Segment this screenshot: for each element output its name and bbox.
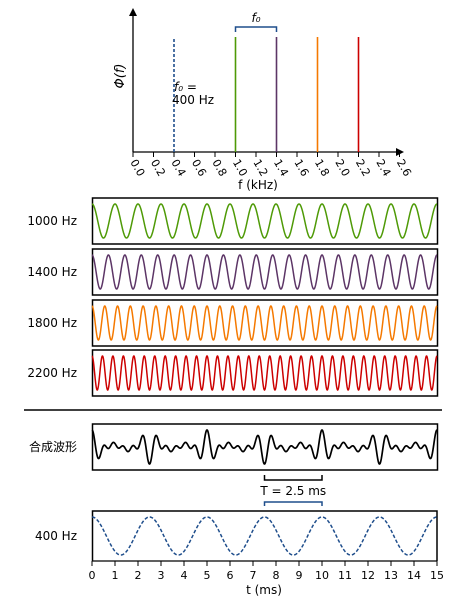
spectrum-tick-label: 1.0 — [230, 157, 250, 179]
time-tick-label: 1 — [112, 569, 119, 582]
spectrum-tick-label: 1.2 — [250, 157, 270, 179]
spectrum-panel: Φ(f) f (kHz) 0.0 0.2 0.4 0.6 0.8 1.0 1.2 1.4 1.6… — [113, 8, 414, 192]
waveform-panels: 1000 Hz 1400 Hz 1800 Hz 2200 Hz 合成波形 400 Hz — [27, 197, 439, 561]
waveform-curve — [91, 203, 438, 239]
spectrum-tick-label: 0.2 — [148, 157, 168, 179]
time-tick-label: 3 — [158, 569, 165, 582]
spectrum-y-axis-label: Φ(f) — [113, 64, 128, 89]
waveform-row-5: 400 Hz — [35, 510, 438, 561]
spectrum-tick-label: 1.8 — [312, 157, 332, 179]
waveform-frame — [91, 197, 439, 245]
waveform-frame — [91, 349, 439, 397]
spectrum-tick-label: 0.6 — [189, 157, 209, 179]
waveform-frame — [91, 299, 439, 347]
waveform-row-0: 1000 Hz — [27, 197, 439, 245]
spectrum-tick-label: 1.4 — [271, 157, 291, 179]
time-axis-ticks: 0 1 2 3 4 5 6 7 8 9 10 11 12 13 14 15 — [89, 561, 444, 582]
spectrum-x-ticks: 0.0 0.2 0.4 0.6 0.8 1.0 1.2 1.4 1.6 1.8 2.0 2.2 2.4 2… — [127, 152, 414, 179]
spectrum-tick-label: 0.4 — [168, 157, 188, 179]
spectrum-tick-label: 2.2 — [353, 157, 373, 179]
time-tick-label: 13 — [384, 569, 398, 582]
time-tick-label: 2 — [135, 569, 142, 582]
f0-bracket — [234, 26, 278, 32]
waveform-label: 2200 Hz — [27, 366, 77, 380]
waveform-label: 1400 Hz — [27, 265, 77, 279]
period-bracket-top — [263, 475, 323, 481]
waveform-curve — [91, 305, 438, 341]
spectrum-tick-label: 2.0 — [332, 157, 352, 179]
time-axis-label: t (ms) — [246, 583, 282, 597]
time-tick-label: 6 — [227, 569, 234, 582]
f0-note-line1: f₀ = — [174, 80, 197, 94]
time-tick-label: 4 — [181, 569, 188, 582]
time-tick-label: 15 — [430, 569, 444, 582]
waveform-row-3: 2200 Hz — [27, 349, 439, 397]
waveform-label: 合成波形 — [29, 439, 77, 454]
waveform-curve — [91, 429, 438, 465]
spectrum-tick-label: 2.6 — [394, 157, 414, 179]
time-tick-label: 12 — [361, 569, 375, 582]
waveform-frame — [91, 248, 439, 296]
waveform-curve — [91, 254, 438, 290]
waveform-curve — [91, 355, 438, 391]
time-tick-label: 14 — [407, 569, 421, 582]
spectrum-tick-label: 2.4 — [373, 157, 393, 179]
period-bracket-bottom — [263, 501, 323, 506]
waveform-label: 400 Hz — [35, 529, 77, 543]
time-tick-label: 9 — [296, 569, 303, 582]
waveform-row-2: 1800 Hz — [27, 299, 439, 347]
time-tick-label: 10 — [315, 569, 329, 582]
period-annotation: T = 2.5 ms — [259, 475, 326, 506]
waveform-frame — [91, 423, 439, 471]
time-tick-label: 8 — [273, 569, 280, 582]
time-axis: 0 1 2 3 4 5 6 7 8 9 10 11 12 13 14 15 t (ms) — [89, 560, 444, 597]
f0-bracket-label: f₀ — [251, 11, 260, 25]
time-tick-label: 11 — [338, 569, 352, 582]
waveform-label: 1800 Hz — [27, 316, 77, 330]
waveform-row-1: 1400 Hz — [27, 248, 439, 296]
spectrum-x-axis-label: f (kHz) — [238, 178, 278, 192]
time-tick-label: 0 — [89, 569, 96, 582]
waveform-row-4: 合成波形 — [29, 423, 439, 471]
spectrum-tick-label: 0.8 — [209, 157, 229, 179]
period-label: T = 2.5 ms — [259, 484, 326, 498]
waveform-frame — [91, 510, 438, 561]
spectrum-lines — [173, 37, 360, 152]
time-tick-label: 5 — [204, 569, 211, 582]
f0-note-line2: 400 Hz — [172, 93, 214, 107]
spectrum-tick-label: 0.0 — [127, 157, 147, 179]
waveform-curve — [91, 516, 438, 556]
spectrum-tick-label: 1.6 — [291, 157, 311, 179]
waveform-label: 1000 Hz — [27, 214, 77, 228]
time-tick-label: 7 — [250, 569, 257, 582]
